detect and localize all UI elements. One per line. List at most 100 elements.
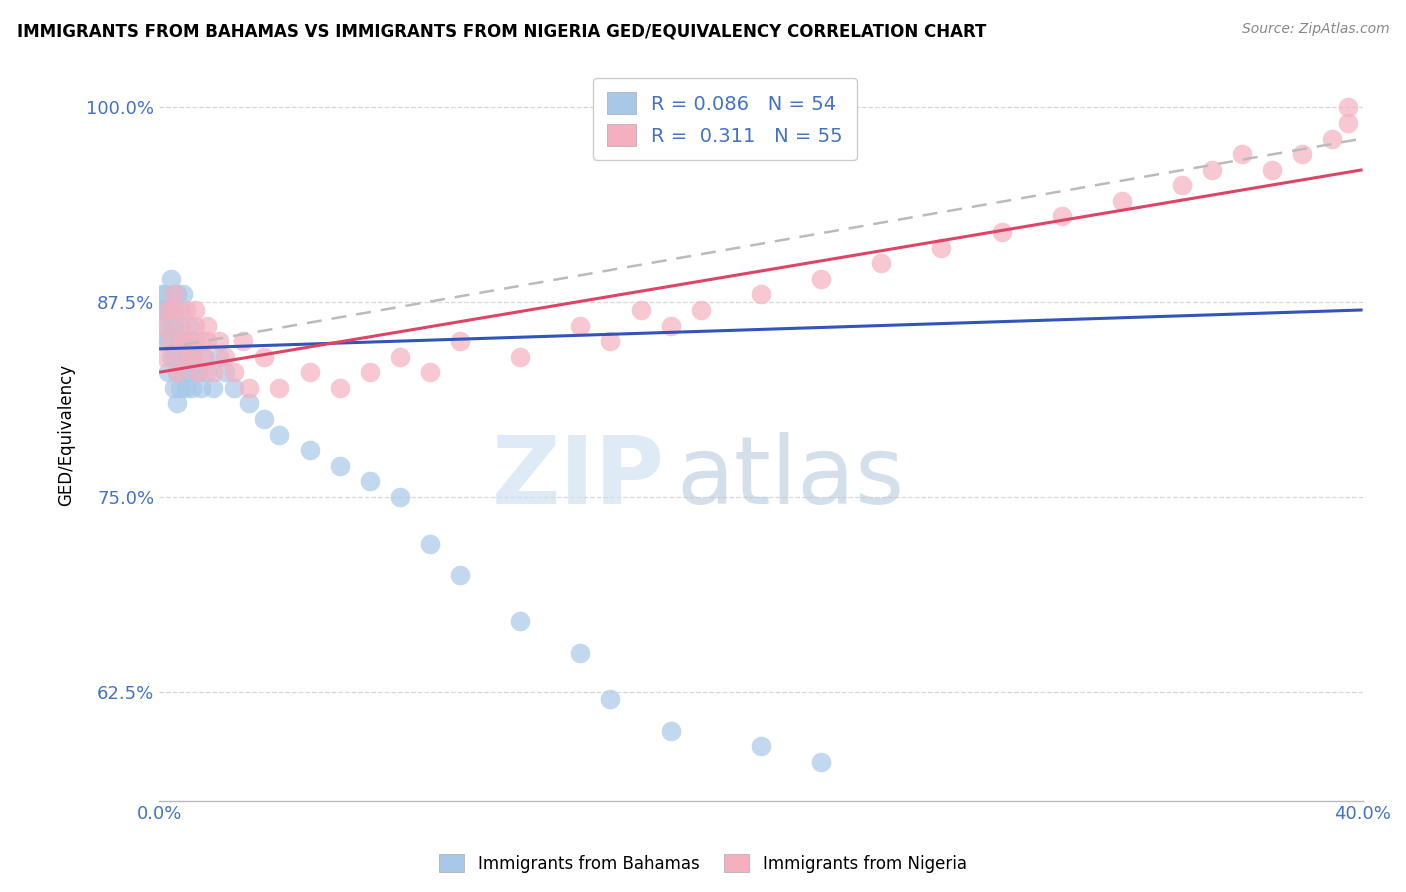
Point [169, 381, 191, 395]
Point [870, 256, 893, 270]
Point [509, 350, 531, 364]
Point [509, 615, 531, 629]
Point [388, 350, 411, 364]
Point [163, 287, 186, 301]
Point [174, 350, 197, 364]
Point [359, 475, 381, 489]
Point [208, 334, 231, 348]
Point [153, 302, 176, 317]
Point [298, 365, 321, 379]
Point [253, 412, 276, 426]
Point [150, 287, 173, 301]
Point [184, 334, 207, 348]
Point [150, 318, 173, 333]
Point [1336, 100, 1358, 114]
Point [150, 318, 173, 333]
Point [449, 567, 471, 582]
Point [179, 334, 201, 348]
Point [172, 334, 194, 348]
Point [174, 302, 197, 317]
Point [269, 427, 291, 442]
Point [169, 318, 191, 333]
Point [153, 287, 176, 301]
Point [202, 365, 225, 379]
Point [224, 381, 246, 395]
Point [419, 536, 441, 550]
Y-axis label: GED/Equivalency: GED/Equivalency [58, 364, 75, 506]
Point [359, 365, 381, 379]
Point [810, 272, 832, 286]
Text: atlas: atlas [676, 433, 905, 524]
Point [195, 334, 218, 348]
Point [599, 692, 621, 706]
Point [659, 723, 682, 738]
Point [160, 334, 183, 348]
Point [163, 318, 186, 333]
Point [238, 396, 260, 410]
Point [160, 350, 183, 364]
Point [153, 334, 176, 348]
Point [202, 381, 225, 395]
Point [1111, 194, 1133, 208]
Point [208, 350, 231, 364]
Point [184, 302, 207, 317]
Point [150, 302, 173, 317]
Point [166, 287, 188, 301]
Point [157, 302, 180, 317]
Point [190, 334, 212, 348]
Point [174, 381, 197, 395]
Point [172, 287, 194, 301]
Point [599, 334, 621, 348]
Text: ZIP: ZIP [492, 433, 665, 524]
Point [166, 365, 188, 379]
Point [160, 272, 183, 286]
Point [298, 443, 321, 458]
Point [1322, 131, 1344, 145]
Point [172, 334, 194, 348]
Point [193, 350, 215, 364]
Text: Source: ZipAtlas.com: Source: ZipAtlas.com [1241, 22, 1389, 37]
Point [1336, 116, 1358, 130]
Point [749, 287, 772, 301]
Legend: R = 0.086   N = 54, R =  0.311   N = 55: R = 0.086 N = 54, R = 0.311 N = 55 [593, 78, 856, 160]
Point [1261, 162, 1284, 177]
Point [990, 225, 1012, 239]
Point [163, 381, 186, 395]
Legend: Immigrants from Bahamas, Immigrants from Nigeria: Immigrants from Bahamas, Immigrants from… [433, 847, 973, 880]
Point [749, 739, 772, 753]
Point [181, 350, 204, 364]
Point [190, 381, 212, 395]
Point [1171, 178, 1194, 193]
Point [630, 302, 652, 317]
Point [187, 365, 209, 379]
Point [169, 302, 191, 317]
Point [232, 334, 254, 348]
Point [157, 302, 180, 317]
Point [187, 365, 209, 379]
Point [172, 365, 194, 379]
Point [153, 350, 176, 364]
Point [931, 241, 953, 255]
Point [449, 334, 471, 348]
Point [181, 381, 204, 395]
Point [163, 302, 186, 317]
Point [388, 490, 411, 504]
Point [689, 302, 711, 317]
Point [569, 646, 592, 660]
Point [659, 318, 682, 333]
Point [810, 755, 832, 769]
Point [1232, 147, 1254, 161]
Point [166, 365, 188, 379]
Point [179, 365, 201, 379]
Point [1201, 162, 1223, 177]
Point [163, 350, 186, 364]
Text: IMMIGRANTS FROM BAHAMAS VS IMMIGRANTS FROM NIGERIA GED/EQUIVALENCY CORRELATION C: IMMIGRANTS FROM BAHAMAS VS IMMIGRANTS FR… [17, 22, 986, 40]
Point [172, 350, 194, 364]
Point [179, 318, 201, 333]
Point [169, 334, 191, 348]
Point [157, 334, 180, 348]
Point [184, 318, 207, 333]
Point [160, 318, 183, 333]
Point [181, 350, 204, 364]
Point [419, 365, 441, 379]
